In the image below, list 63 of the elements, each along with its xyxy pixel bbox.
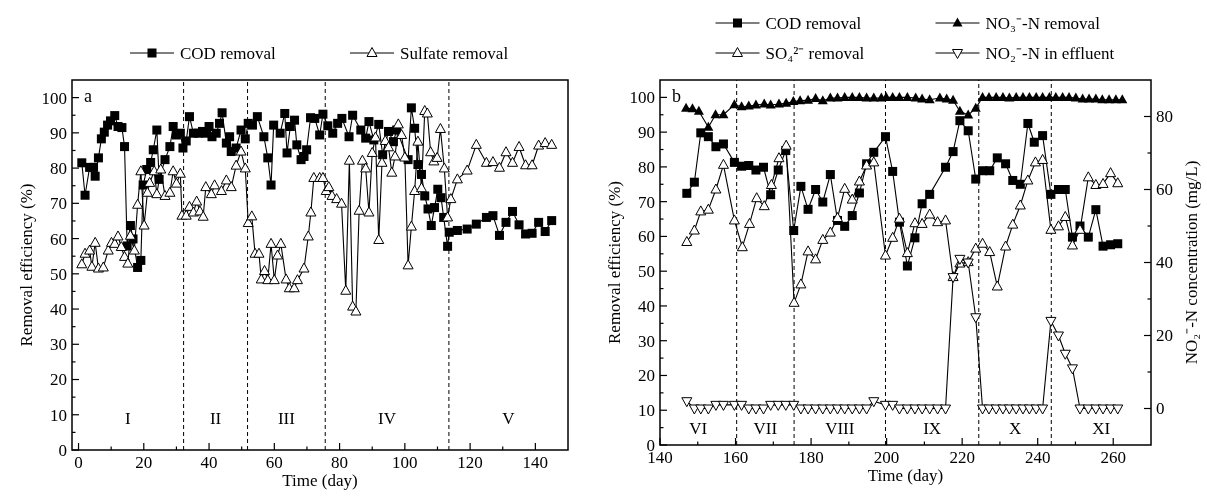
annotation: III bbox=[277, 408, 296, 428]
x-tick-label: 80 bbox=[331, 453, 349, 472]
annotation: I bbox=[124, 408, 131, 428]
x-tick-label: 180 bbox=[798, 448, 824, 467]
y2-tick-label: 0 bbox=[1156, 399, 1165, 419]
y2-tick-label: 40 bbox=[1156, 253, 1173, 273]
annotation: a bbox=[84, 86, 92, 106]
x-tick-label: 220 bbox=[949, 448, 975, 467]
x-tick-label: 40 bbox=[200, 453, 218, 472]
y-axis-title: Removal efficiency (%) bbox=[17, 183, 36, 347]
x-axis-title: Time (day) bbox=[282, 471, 358, 490]
legend-label: COD removal bbox=[180, 43, 277, 63]
annotation: VIII bbox=[825, 418, 855, 438]
y-tick-label: 60 bbox=[50, 229, 67, 249]
annotation: VI bbox=[689, 418, 708, 438]
legend-label: NO₂⁻-N in effluent bbox=[985, 43, 1115, 63]
x-tick-label: 240 bbox=[1024, 448, 1051, 467]
annotation: II bbox=[209, 408, 222, 428]
y2-tick-label: 60 bbox=[1156, 180, 1173, 200]
legend-label: SO₄²⁻ removal bbox=[765, 43, 865, 63]
x-tick-label: 0 bbox=[74, 453, 83, 472]
x-tick-label: 260 bbox=[1100, 448, 1126, 467]
annotation: X bbox=[1008, 418, 1022, 438]
x-tick-label: 140 bbox=[522, 453, 549, 472]
x-tick-label: 200 bbox=[873, 448, 900, 467]
x-tick-label: 160 bbox=[722, 448, 749, 467]
y-tick-label: 100 bbox=[41, 88, 67, 108]
y-tick-label: 20 bbox=[638, 366, 655, 386]
x-tick-label: 120 bbox=[457, 453, 483, 472]
y-tick-label: 70 bbox=[50, 194, 67, 214]
y-tick-label: 30 bbox=[50, 335, 67, 355]
legend-label: COD removal bbox=[765, 13, 862, 33]
legend-label: Sulfate removal bbox=[400, 43, 509, 63]
annotation: V bbox=[502, 408, 516, 428]
y-tick-label: 40 bbox=[50, 300, 67, 319]
y2-tick-label: 80 bbox=[1156, 107, 1173, 127]
x-tick-label: 100 bbox=[392, 453, 418, 472]
annotation: XI bbox=[1092, 418, 1111, 438]
y-tick-label: 10 bbox=[638, 401, 655, 421]
x-tick-label: 60 bbox=[265, 453, 283, 472]
y-axis-title: Removal efficiency (%) bbox=[605, 180, 624, 345]
x-tick-label: 20 bbox=[135, 453, 153, 472]
y-tick-label: 10 bbox=[50, 405, 67, 425]
x-axis-title: Time (day) bbox=[867, 466, 944, 485]
y-tick-label: 20 bbox=[50, 370, 67, 390]
y-tick-label: 30 bbox=[638, 331, 655, 351]
y-tick-label: 60 bbox=[638, 227, 655, 247]
y-tick-label: 70 bbox=[638, 192, 655, 212]
y-tick-label: 80 bbox=[638, 157, 655, 177]
annotation: b bbox=[672, 86, 681, 106]
y-tick-label: 90 bbox=[50, 123, 67, 143]
annotation: IX bbox=[923, 418, 942, 438]
y-tick-label: 80 bbox=[50, 159, 67, 179]
y-tick-label: 90 bbox=[638, 123, 655, 143]
annotation: IV bbox=[378, 408, 397, 428]
legend-label: NO₃⁻-N removal bbox=[985, 13, 1101, 33]
annotation: VII bbox=[753, 418, 778, 438]
y2-axis-title: NO₂⁻-N concentration (mg/L) bbox=[1182, 160, 1201, 365]
y-tick-label: 100 bbox=[629, 88, 655, 108]
y2-tick-label: 20 bbox=[1156, 326, 1173, 346]
y-tick-label: 40 bbox=[638, 296, 655, 316]
y-tick-label: 50 bbox=[638, 262, 655, 282]
y-tick-label: 50 bbox=[50, 264, 67, 284]
